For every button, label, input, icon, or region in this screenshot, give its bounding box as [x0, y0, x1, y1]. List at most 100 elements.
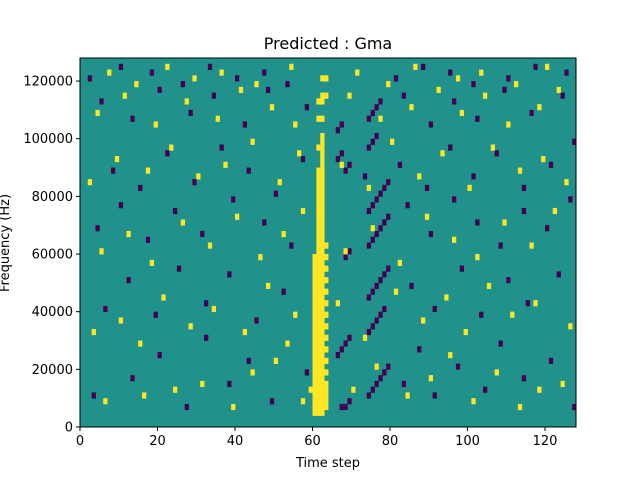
- heatmap-cell-low: [285, 81, 290, 88]
- heatmap-cell-low: [246, 357, 251, 364]
- heatmap-cell-high: [266, 282, 271, 290]
- heatmap-cell-low: [118, 63, 124, 70]
- heatmap-cell-low: [343, 167, 348, 174]
- heatmap-cell-high: [486, 282, 492, 290]
- heatmap-cell-high: [138, 340, 143, 347]
- heatmap-cell-low: [235, 75, 240, 82]
- heatmap-cell-low: [378, 98, 383, 105]
- heatmap-cell-high: [320, 334, 325, 341]
- heatmap-cell-low: [165, 150, 170, 157]
- heatmap-cell-high: [316, 392, 321, 399]
- heatmap-cell-high: [370, 225, 375, 232]
- heatmap-cell-low: [417, 346, 422, 353]
- heatmap-cell-low: [374, 230, 379, 238]
- heatmap-cell-high: [312, 403, 317, 411]
- heatmap-cell-low: [157, 86, 162, 93]
- heatmap-cell-high: [390, 138, 395, 145]
- heatmap-cell-low: [153, 311, 158, 318]
- heatmap-cell-high: [316, 277, 321, 284]
- heatmap-cell-high: [479, 69, 484, 76]
- heatmap-cell-high: [312, 352, 317, 359]
- heatmap-cell-high: [312, 259, 317, 266]
- heatmap-cell-high: [169, 144, 174, 151]
- heatmap-cell-high: [316, 334, 321, 341]
- heatmap-cell-low: [382, 369, 387, 376]
- heatmap-cell-high: [269, 104, 275, 111]
- heatmap-cell-low: [521, 375, 527, 382]
- heatmap-cell-high: [564, 179, 569, 186]
- heatmap-cell-high: [316, 340, 321, 347]
- heatmap-cell-low: [304, 369, 310, 376]
- heatmap-cell-high: [316, 219, 321, 226]
- heatmap-cell-low: [204, 334, 209, 341]
- heatmap-cell-low: [269, 398, 275, 405]
- heatmap-cell-low: [111, 167, 116, 174]
- heatmap-cell-high: [537, 386, 542, 393]
- heatmap-cell-low: [409, 282, 414, 290]
- heatmap-cell-low: [378, 311, 383, 318]
- heatmap-cell-high: [320, 190, 325, 197]
- heatmap-cell-high: [316, 98, 321, 105]
- heatmap-cell-high: [312, 282, 317, 290]
- heatmap-cell-high: [223, 161, 228, 168]
- y-axis: 0 20000 40000 60000 80000 100000 120000: [23, 75, 80, 436]
- heatmap-cell-high: [312, 334, 317, 341]
- heatmap-cell-high: [316, 242, 321, 249]
- heatmap-cell-low: [130, 375, 135, 382]
- heatmap-cell-high: [122, 92, 127, 99]
- y-tick-label: 80000: [32, 190, 73, 205]
- heatmap-cell-high: [320, 352, 325, 359]
- heatmap-cell-high: [312, 340, 317, 347]
- heatmap-cell-high: [343, 248, 348, 255]
- chart-title: Predicted : Gma: [264, 34, 392, 53]
- heatmap-cell-high: [560, 380, 565, 388]
- heatmap-cell-low: [374, 282, 379, 290]
- heatmap-cell-low: [211, 92, 217, 99]
- heatmap-cell-low: [347, 334, 352, 341]
- heatmap-cell-low: [370, 109, 375, 117]
- heatmap-cell-low: [281, 288, 286, 295]
- heatmap-cell-high: [421, 317, 426, 324]
- heatmap-cell-high: [188, 323, 193, 330]
- heatmap-cell-low: [452, 196, 457, 203]
- heatmap-cell-high: [312, 311, 317, 318]
- heatmap-cell-high: [467, 184, 472, 192]
- heatmap-cell-high: [196, 173, 201, 180]
- heatmap-cell-low: [343, 403, 348, 411]
- heatmap-cell-high: [238, 86, 244, 93]
- heatmap-cell-high: [312, 328, 317, 336]
- heatmap-cell-low: [366, 207, 372, 215]
- heatmap-cell-high: [316, 207, 321, 215]
- heatmap-cell-low: [335, 156, 341, 163]
- heatmap-cell-high: [320, 311, 325, 318]
- heatmap-cell-high: [126, 230, 131, 238]
- heatmap-cell-high: [165, 63, 170, 70]
- y-tick-label: 60000: [32, 248, 73, 263]
- heatmap-cell-low: [366, 294, 372, 301]
- heatmap-cell-low: [273, 190, 279, 197]
- heatmap-cell-high: [320, 259, 325, 266]
- heatmap-cell-low: [231, 196, 236, 203]
- heatmap-cell-high: [316, 196, 321, 203]
- heatmap-cell-high: [285, 340, 290, 347]
- heatmap-cell-high: [324, 277, 329, 284]
- heatmap-cell-high: [320, 196, 325, 203]
- heatmap-cell-high: [320, 173, 325, 180]
- heatmap-cell-low: [386, 179, 391, 186]
- heatmap-cell-low: [304, 104, 310, 111]
- heatmap-cell-high: [490, 144, 496, 151]
- heatmap-cell-high: [316, 179, 321, 186]
- heatmap-cell-low: [545, 225, 550, 232]
- x-tick-label: 80: [382, 434, 399, 449]
- heatmap-cell-high: [529, 242, 534, 249]
- heatmap-cell-high: [316, 375, 321, 382]
- heatmap-cell-high: [320, 271, 325, 278]
- heatmap-cell-low: [130, 115, 135, 122]
- heatmap-cell-low: [99, 98, 104, 105]
- y-tick-label: 100000: [23, 132, 73, 147]
- heatmap-cell-high: [300, 398, 306, 405]
- heatmap-cell-high: [316, 271, 321, 278]
- heatmap-cell-high: [293, 121, 298, 128]
- heatmap-cell-high: [316, 403, 321, 411]
- heatmap-cell-high: [316, 202, 321, 209]
